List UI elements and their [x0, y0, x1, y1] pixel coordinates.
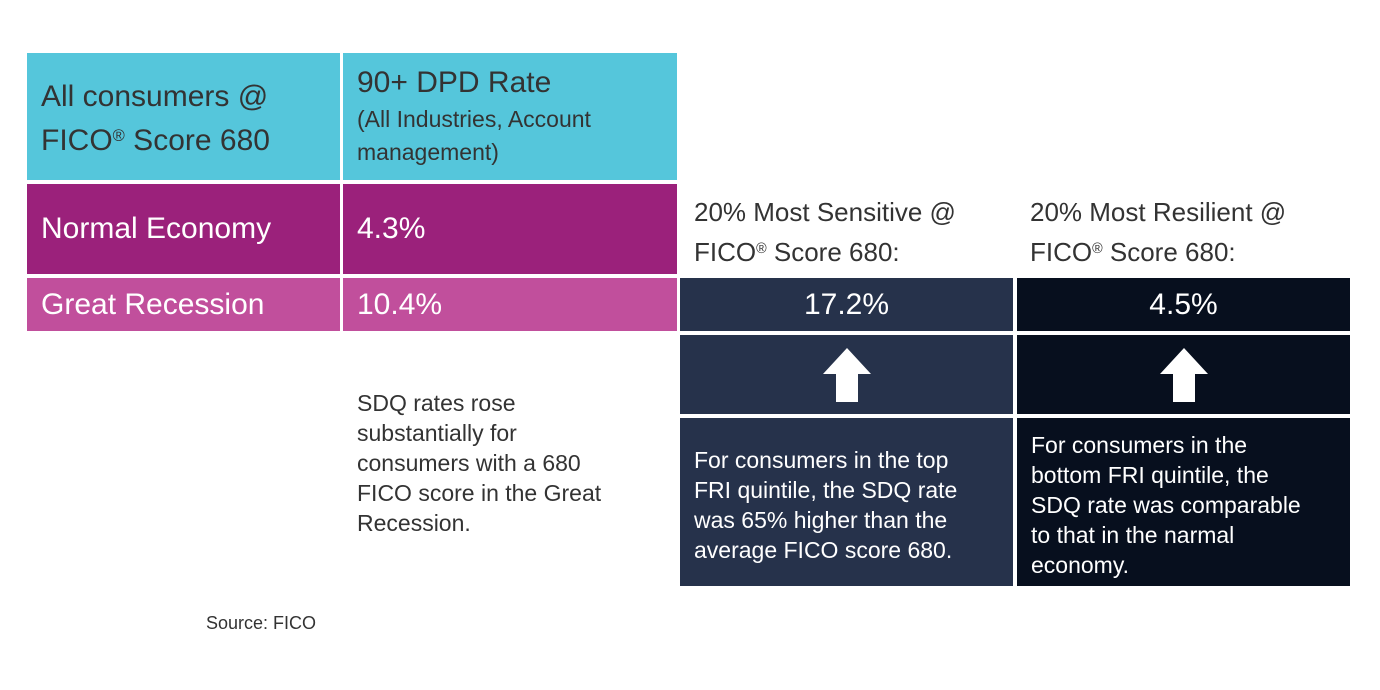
sdq-note: SDQ rates rose substantially for consume… [357, 388, 657, 538]
header-cell-consumers: All consumers @ FICO® Score 680 [27, 53, 340, 180]
sensitive-heading-line1: 20% Most Sensitive @ [694, 197, 956, 227]
row-value-great-recession: 10.4% [343, 278, 677, 331]
sensitive-heading: 20% Most Sensitive @ FICO® Score 680: [694, 192, 1014, 272]
resilient-heading-line2: FICO® Score 680: [1030, 237, 1236, 267]
sensitive-heading-line2: FICO® Score 680: [694, 237, 900, 267]
resilient-value: 4.5% [1149, 287, 1218, 321]
row-value-text: 4.3% [357, 212, 426, 246]
row-value-normal-economy: 4.3% [343, 184, 677, 274]
description-line: For consumers in the [1031, 432, 1248, 458]
description-line: average FICO score 680. [694, 537, 953, 563]
row-value-text: 10.4% [357, 287, 443, 321]
description-line: FRI quintile, the SDQ rate [694, 477, 958, 503]
note-line: Recession. [357, 510, 471, 536]
row-label-text: Normal Economy [41, 212, 272, 246]
header-dpd-title: 90+ DPD Rate [357, 66, 552, 99]
description-line: was 65% higher than the [694, 507, 948, 533]
sensitive-value-cell: 17.2% [680, 278, 1013, 331]
description-line: economy. [1031, 552, 1130, 578]
header-consumers-line2: FICO® Score 680 [41, 123, 270, 157]
header-consumers-line1: All consumers @ [41, 80, 269, 113]
up-arrow-icon [1159, 347, 1208, 402]
up-arrow-icon [822, 347, 871, 402]
header-dpd-sub-line2: management) [357, 139, 499, 165]
description-line: SDQ rate was comparable [1031, 492, 1301, 518]
sensitive-description: For consumers in the top FRI quintile, t… [680, 418, 1013, 586]
sensitive-arrow-cell [680, 335, 1013, 414]
source-note: Source: FICO [206, 613, 317, 633]
resilient-arrow-cell [1017, 335, 1350, 414]
row-label-text: Great Recession [41, 287, 265, 321]
note-line: SDQ rates rose [357, 390, 516, 416]
resilient-heading-line1: 20% Most Resilient @ [1030, 197, 1287, 227]
note-line: substantially for [357, 420, 517, 446]
resilient-heading: 20% Most Resilient @ FICO® Score 680: [1030, 192, 1360, 272]
note-line: FICO score in the Great [357, 480, 602, 506]
note-line: consumers with a 680 [357, 450, 581, 476]
resilient-value-cell: 4.5% [1017, 278, 1350, 331]
description-line: to that in the narmal [1031, 522, 1235, 548]
header-dpd-sub-line1: (All Industries, Account [357, 106, 591, 132]
description-line: bottom FRI quintile, the [1031, 462, 1269, 488]
description-line: For consumers in the top [694, 447, 949, 473]
sensitive-value: 17.2% [803, 287, 890, 321]
resilient-description: For consumers in the bottom FRI quintile… [1017, 418, 1350, 586]
row-label-great-recession: Great Recession [27, 278, 340, 331]
header-cell-dpd-rate: 90+ DPD Rate (All Industries, Account ma… [343, 53, 677, 180]
row-label-normal-economy: Normal Economy [27, 184, 340, 274]
